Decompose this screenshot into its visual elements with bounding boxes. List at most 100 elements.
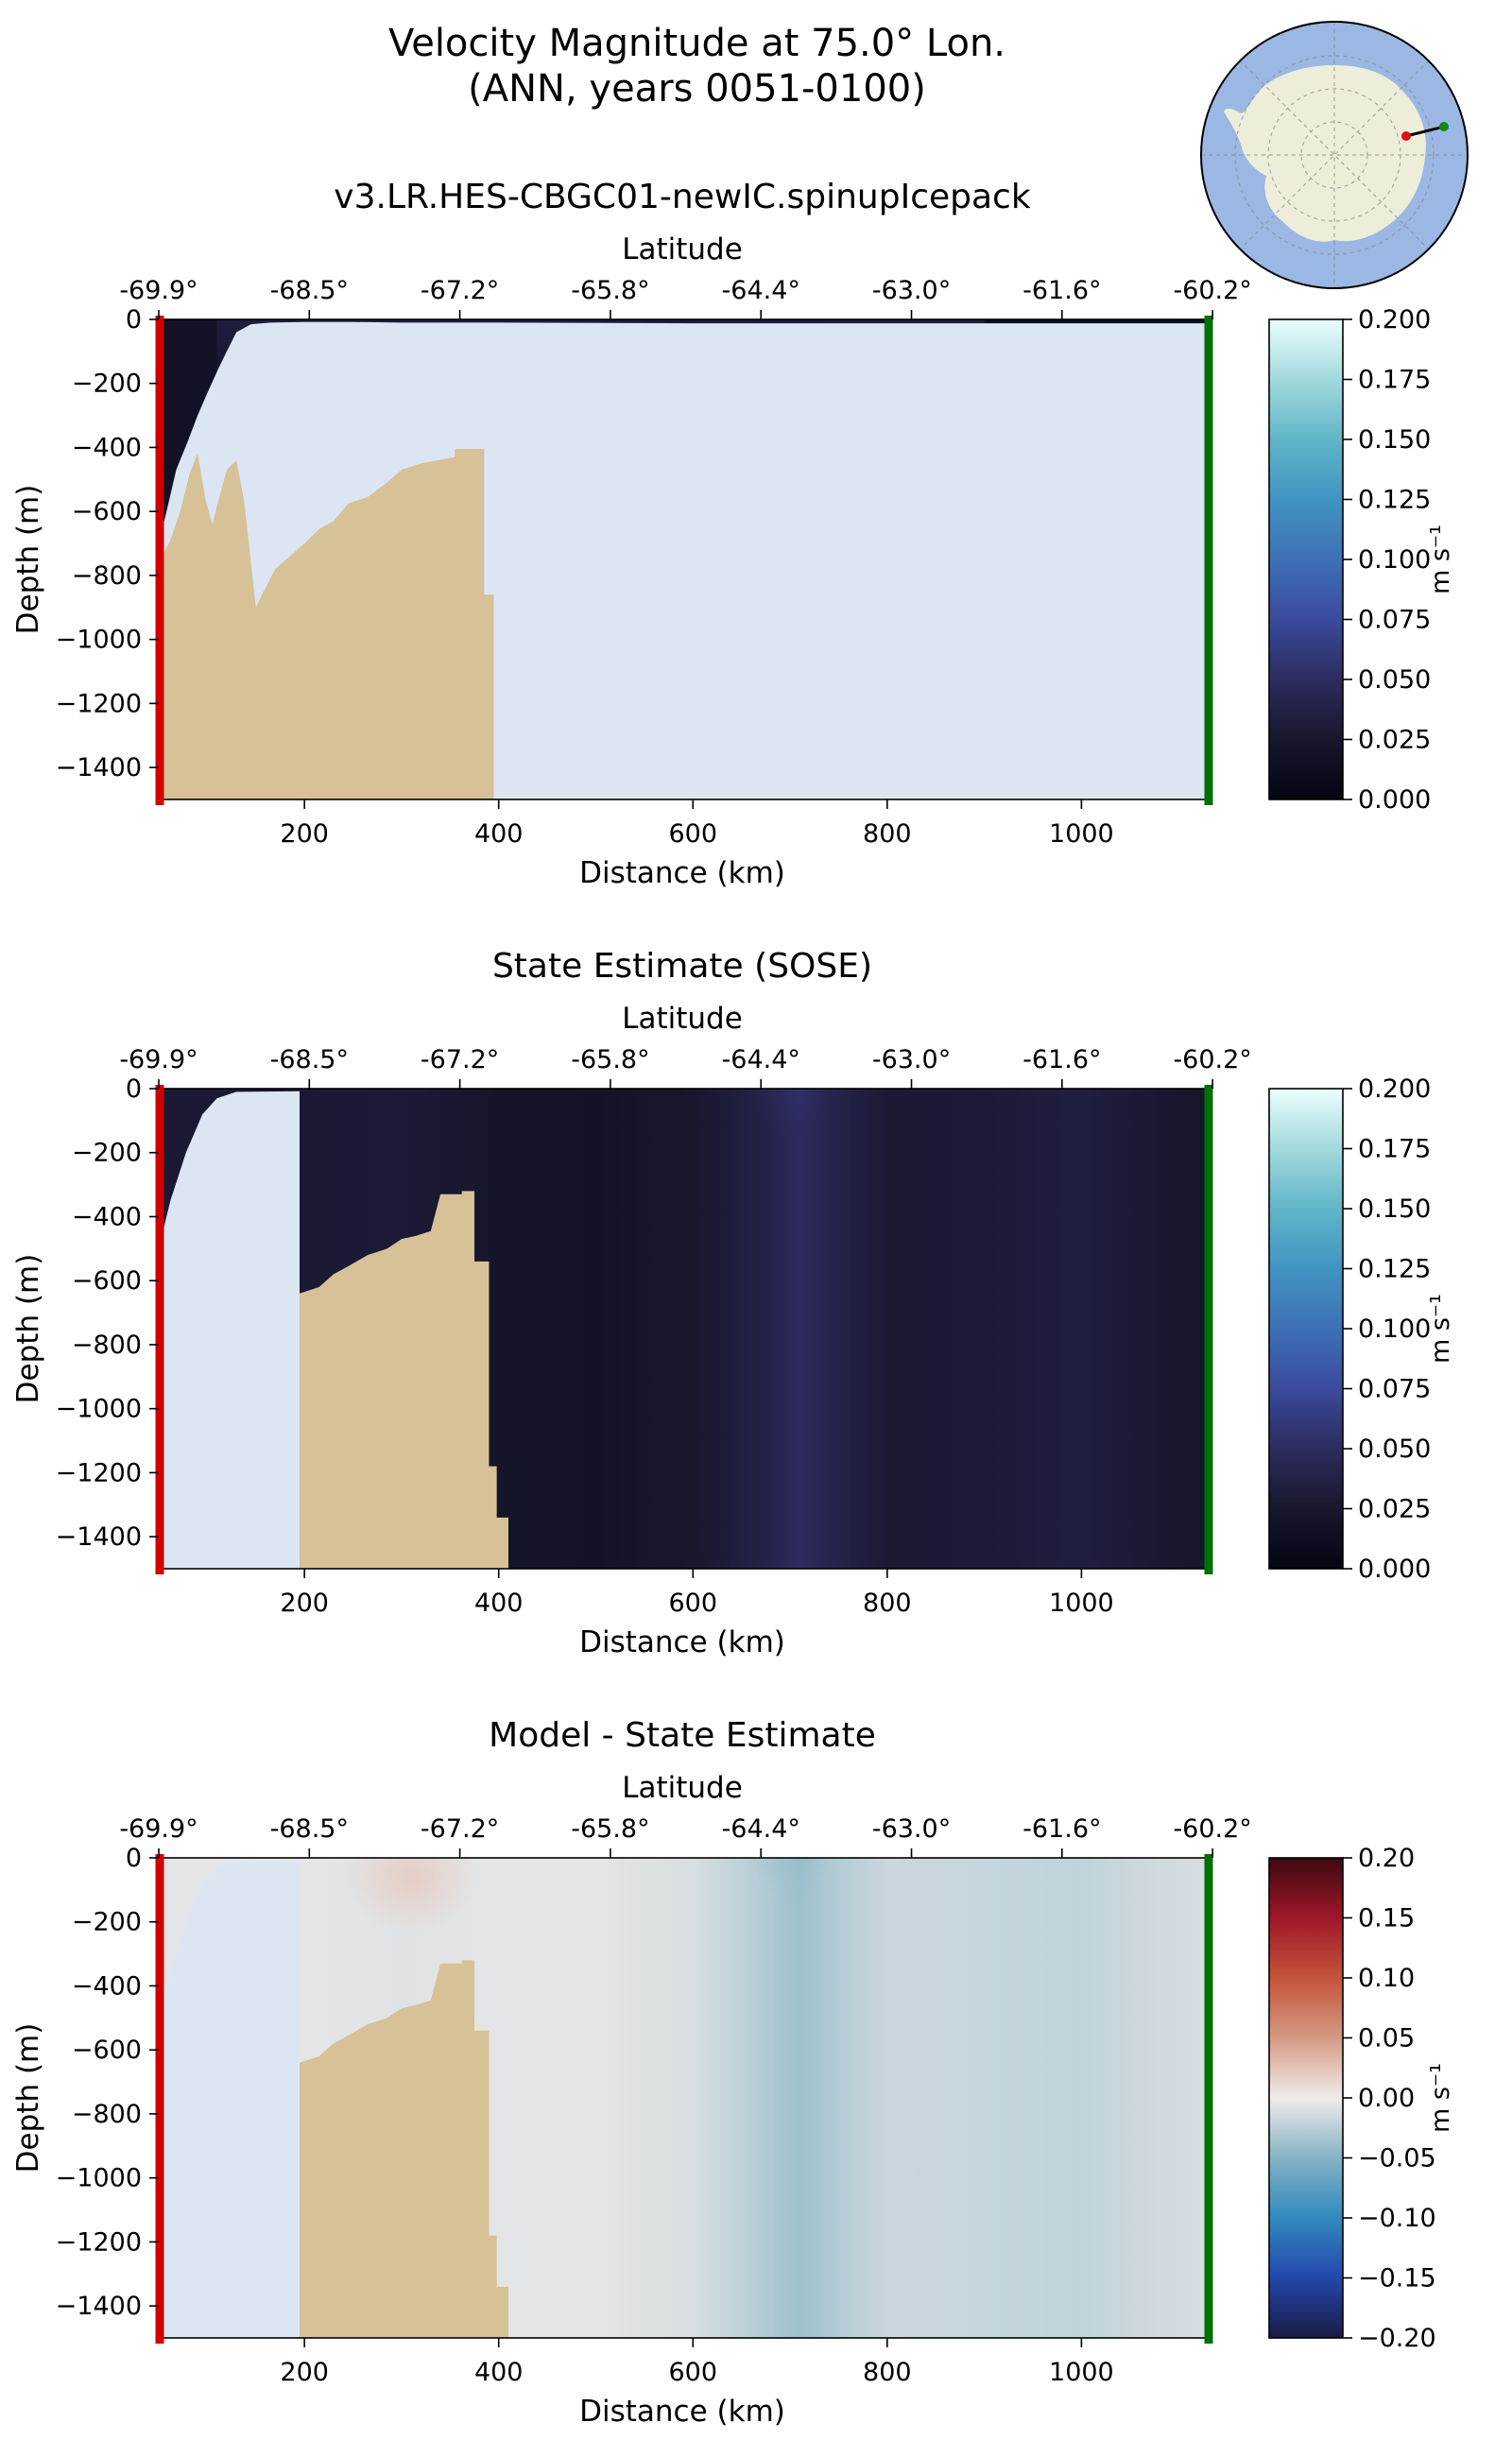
x-tick-label: 400	[474, 819, 524, 849]
latitude-tick-label: -63.0°	[872, 276, 951, 305]
colorbar-tick-label: 0.100	[1358, 545, 1431, 575]
colorbar-tick-label: 0.125	[1358, 1255, 1431, 1284]
latitude-tick-label: -64.4°	[722, 276, 800, 305]
colorbar-scale	[1268, 1857, 1344, 2339]
latitude-tick-label: -63.0°	[872, 1814, 951, 1844]
latitude-tick-label: -63.0°	[872, 1045, 951, 1074]
x-tick-label: 1000	[1049, 1589, 1114, 1618]
surface-peak	[724, 1089, 857, 1334]
panel-title: v3.LR.HES-CBGC01-newIC.spinupIcepack	[334, 178, 1031, 216]
figure-title-line1: Velocity Magnitude at 75.0° Lon.	[387, 22, 1006, 65]
latitude-tick-label: -69.9°	[119, 1045, 198, 1074]
inset-graticule	[1201, 22, 1468, 288]
y-tick-label: −400	[72, 1202, 142, 1231]
latitude-tick-label: -67.2°	[421, 276, 499, 305]
latitude-tick-label: -67.2°	[421, 1045, 499, 1074]
latitude-tick-label: -65.8°	[571, 1814, 649, 1844]
colorbar-label: m s⁻¹	[1426, 524, 1455, 594]
y-axis-label: Depth (m)	[11, 485, 45, 635]
colorbar-tick-label: −0.20	[1358, 2324, 1436, 2353]
land-mask	[159, 449, 494, 799]
latitude-axis-label: Latitude	[622, 1771, 743, 1805]
x-tick-label: 200	[280, 2358, 329, 2387]
transect-start-marker	[1401, 131, 1411, 141]
colorbar-tick-label: 0.175	[1358, 366, 1431, 395]
x-tick-label: 1000	[1049, 2358, 1114, 2387]
latitude-tick-label: -61.6°	[1022, 1045, 1101, 1074]
y-tick-label: −1400	[56, 2292, 142, 2321]
x-tick-label: 800	[863, 819, 912, 849]
colorbar-scale	[1268, 318, 1344, 800]
latitude-tick-label: -68.5°	[270, 1045, 349, 1074]
colorbar-tick-label: 0.125	[1358, 486, 1431, 515]
colorbar-tick-label: 0.050	[1358, 665, 1431, 695]
colorbar-tick-label: 0.175	[1358, 1135, 1431, 1164]
y-tick-label: −800	[72, 1331, 142, 1360]
x-tick-label: 800	[863, 1589, 912, 1618]
colorbar-tick-label: 0.050	[1358, 1435, 1431, 1464]
y-tick-label: 0	[126, 1074, 142, 1104]
colorbar-tick-label: 0.150	[1358, 425, 1431, 455]
transect-end-marker	[1439, 122, 1449, 131]
latitude-tick-label: -60.2°	[1173, 276, 1251, 305]
surface-peak	[724, 1858, 857, 2104]
latitude-axis-label: Latitude	[622, 232, 743, 266]
y-tick-label: −1400	[56, 753, 142, 782]
latitude-tick-label: -64.4°	[722, 1045, 800, 1074]
y-tick-label: −1400	[56, 1522, 142, 1552]
colorbar-label: m s⁻¹	[1426, 2063, 1455, 2133]
land-mask	[300, 1191, 508, 1569]
figure-title-line2: (ANN, years 0051-0100)	[468, 67, 926, 111]
plot-area	[159, 1858, 1208, 2338]
y-tick-label: −200	[72, 1139, 142, 1168]
x-axis-label: Distance (km)	[579, 856, 785, 890]
x-tick-label: 400	[474, 1589, 524, 1618]
ice-shelf-cavity	[159, 1091, 301, 1569]
colorbar: 0.20 0.15 0.10 0.05 0.00 −0.05 −0.10 −0.15 −0.20…	[1268, 1844, 1455, 2353]
latitude-tick-label: -65.8°	[571, 276, 649, 305]
y-tick-label: −200	[72, 1908, 142, 1937]
y-tick-label: −800	[72, 561, 142, 591]
y-tick-label: −600	[72, 497, 142, 526]
antarctica-inset-map	[1200, 21, 1469, 289]
colorbar-tick-label: 0.15	[1358, 1904, 1415, 1933]
x-tick-label: 600	[669, 819, 718, 849]
x-tick-label: 800	[863, 2358, 912, 2387]
x-tick-label: 600	[669, 1589, 718, 1618]
y-tick-label: −1000	[56, 1395, 142, 1424]
positive-anomaly-patch	[345, 1858, 478, 1934]
colorbar-tick-label: 0.075	[1358, 606, 1431, 635]
y-tick-label: −600	[72, 1266, 142, 1296]
latitude-tick-label: -69.9°	[119, 276, 198, 305]
y-tick-label: −1000	[56, 2164, 142, 2193]
antarctica-landmass	[1224, 65, 1426, 242]
colorbar-tick-label: 0.000	[1358, 785, 1431, 815]
colorbar-tick-label: 0.200	[1358, 1074, 1431, 1104]
transect-line	[1405, 125, 1445, 138]
colorbar-tick-label: −0.10	[1358, 2204, 1436, 2233]
latitude-tick-label: -67.2°	[421, 1814, 499, 1844]
colorbar-tick-label: 0.150	[1358, 1194, 1431, 1224]
y-tick-label: −1200	[56, 2227, 142, 2257]
x-tick-label: 200	[280, 1589, 329, 1618]
latitude-tick-label: -68.5°	[270, 276, 349, 305]
x-axis-label: Distance (km)	[579, 2395, 785, 2429]
y-tick-label: 0	[126, 305, 142, 335]
colorbar-tick-label: 0.200	[1358, 305, 1431, 335]
latitude-tick-label: -69.9°	[119, 1814, 198, 1844]
plot-area	[159, 319, 1208, 799]
panel-title: Model - State Estimate	[489, 1716, 876, 1755]
colorbar-label: m s⁻¹	[1426, 1294, 1455, 1364]
land-mask	[300, 1960, 508, 2338]
latitude-tick-label: -60.2°	[1173, 1045, 1251, 1074]
colorbar-tick-label: 0.075	[1358, 1375, 1431, 1404]
x-tick-label: 600	[669, 2358, 718, 2387]
y-tick-label: −800	[72, 2100, 142, 2129]
y-tick-label: −400	[72, 1971, 142, 2001]
plot-area	[159, 1089, 1208, 1569]
y-tick-label: 0	[126, 1844, 142, 1873]
latitude-tick-label: -68.5°	[270, 1814, 349, 1844]
y-tick-label: −1200	[56, 1458, 142, 1487]
